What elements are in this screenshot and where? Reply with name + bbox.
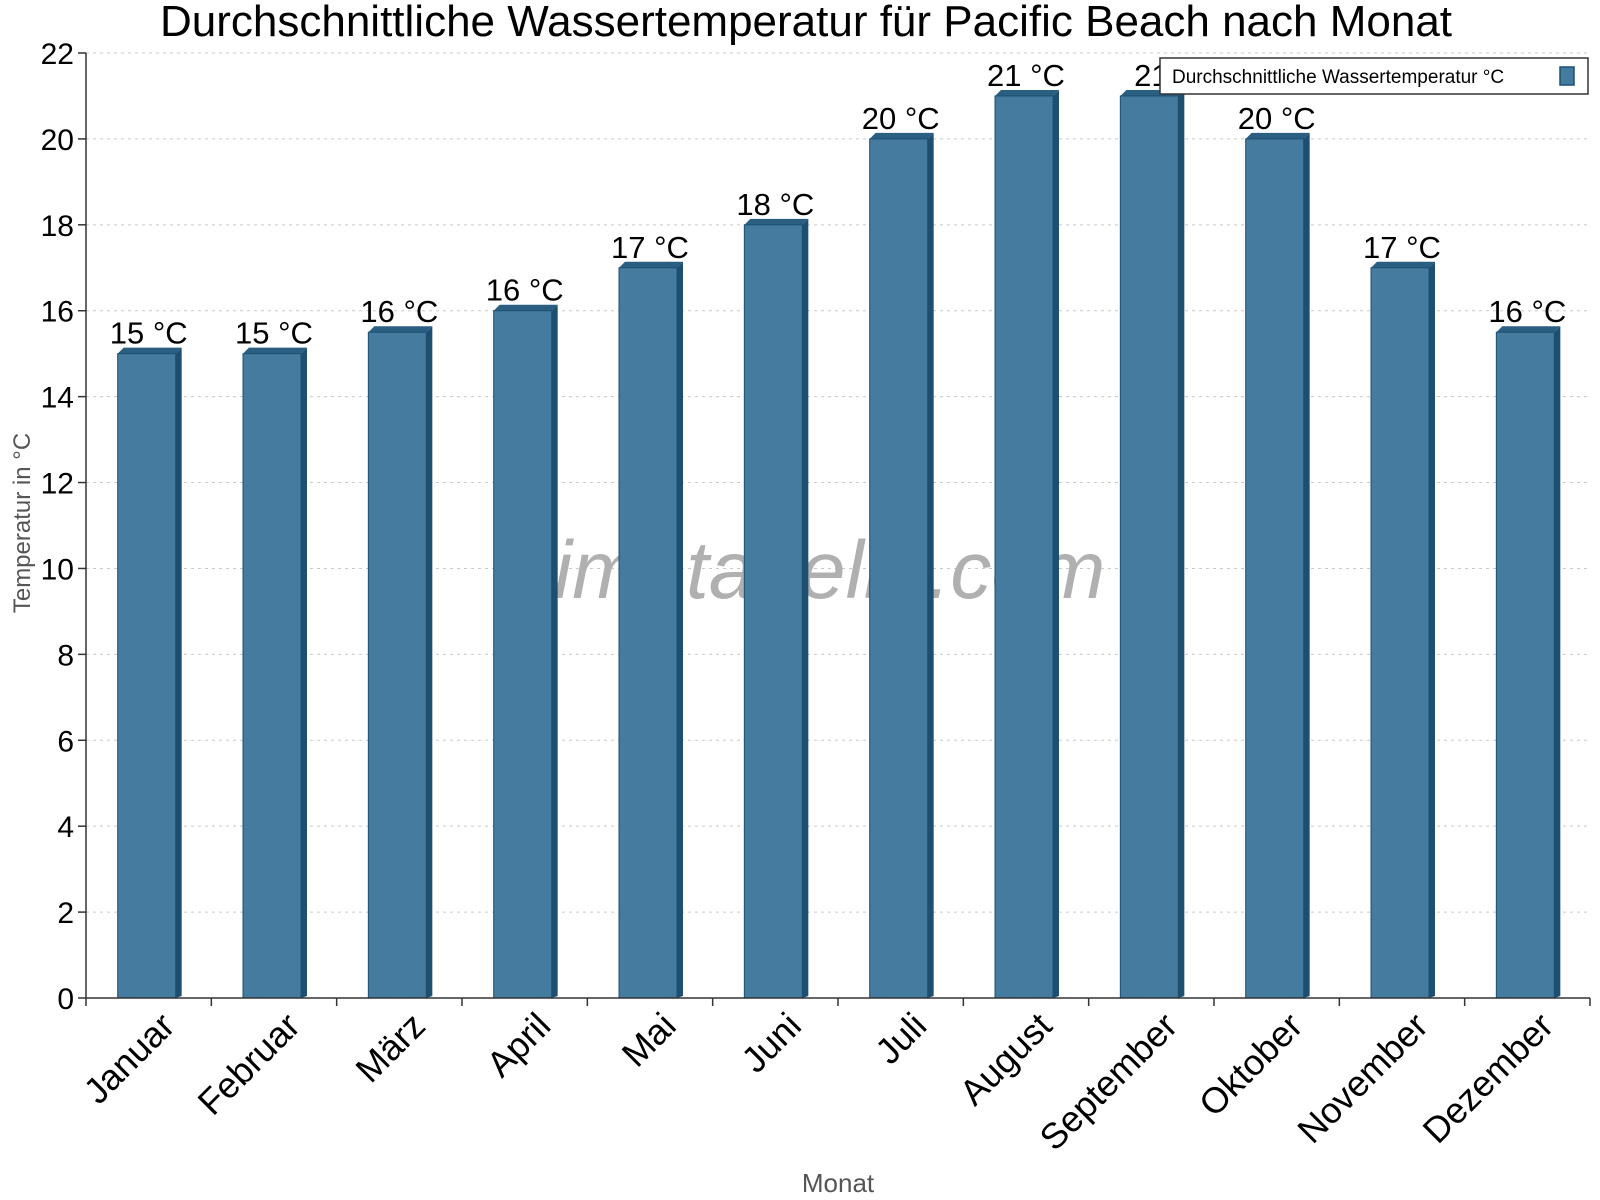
bar-top	[117, 347, 182, 354]
x-tick-label: Juli	[867, 1005, 934, 1072]
x-tick-label: Mai	[614, 1005, 684, 1075]
bar-front	[493, 310, 553, 999]
y-tick-label: 8	[57, 639, 74, 672]
x-tick-label: September	[1031, 1005, 1185, 1159]
x-tick-label: Juni	[733, 1005, 809, 1081]
bar	[618, 261, 683, 999]
legend-label: Durchschnittliche Wassertemperatur °C	[1172, 67, 1504, 88]
x-tick-label: November	[1289, 1005, 1435, 1151]
bar-front	[994, 95, 1054, 999]
data-label: 18 °C	[736, 187, 814, 222]
bar-side	[677, 261, 683, 999]
bar	[1245, 132, 1310, 999]
data-label: 16 °C	[1488, 294, 1566, 329]
bar-side	[301, 347, 307, 998]
bar-front	[618, 267, 678, 999]
x-axis-title: Monat	[802, 1168, 875, 1198]
bar-side	[1554, 326, 1561, 998]
y-tick-label: 0	[57, 983, 74, 1016]
x-tick-label: Dezember	[1415, 1005, 1561, 1151]
data-label: 17 °C	[611, 230, 689, 265]
data-label: 15 °C	[110, 316, 188, 351]
chart-title: Durchschnittliche Wassertemperatur für P…	[160, 0, 1452, 46]
bar-top	[869, 132, 934, 139]
bar-front	[743, 224, 803, 999]
bar-top	[1371, 261, 1435, 268]
bar-side	[175, 347, 182, 998]
bar	[869, 132, 934, 999]
bar-side	[1178, 89, 1185, 999]
data-label: 16 °C	[360, 294, 438, 329]
bar-top	[243, 347, 307, 354]
data-label: 20 °C	[862, 101, 940, 136]
x-tick-label: Oktober	[1191, 1005, 1311, 1125]
bar	[1495, 326, 1561, 999]
bar-front	[1370, 267, 1430, 999]
bar	[743, 218, 809, 999]
grid-lines	[86, 52, 1590, 913]
bar-front	[869, 138, 929, 999]
y-tick-label: 22	[41, 38, 74, 71]
bar	[1370, 261, 1435, 999]
bar-front	[1245, 138, 1305, 999]
legend-box	[1159, 57, 1589, 95]
bar-top	[619, 261, 683, 268]
bar-top	[493, 304, 558, 311]
legend: Durchschnittliche Wassertemperatur °C	[1159, 57, 1589, 95]
y-tick-label: 18	[41, 210, 74, 243]
bar	[1119, 89, 1185, 999]
data-label: 15 °C	[235, 316, 313, 351]
bar-top	[368, 326, 433, 333]
data-label: 20 °C	[1238, 101, 1316, 136]
bar	[493, 304, 558, 999]
data-labels: 15 °C 15 °C 16 °C 16 °C 17 °C 18 °C 20 °C 21 °C…	[110, 58, 1567, 351]
bar	[994, 89, 1059, 999]
y-axis-title: Temperatur in °C	[9, 433, 36, 613]
y-tick-label: 14	[41, 382, 74, 415]
bar-top	[995, 89, 1059, 96]
bar-top	[1245, 132, 1310, 139]
x-tick-label: Februar	[190, 1005, 308, 1123]
legend-swatch	[1559, 66, 1575, 86]
bar-side	[1429, 261, 1435, 999]
bar-front	[1119, 95, 1179, 999]
x-tick-label: April	[478, 1005, 558, 1085]
bar-side	[1053, 89, 1059, 999]
data-label: 17 °C	[1363, 230, 1441, 265]
bar-side	[426, 326, 433, 998]
bar-side	[1303, 132, 1310, 999]
bar	[367, 326, 433, 999]
bars	[117, 89, 1561, 999]
bar-side	[927, 132, 934, 999]
bar-front	[1495, 331, 1555, 999]
bar-top	[1496, 326, 1561, 333]
data-label: 16 °C	[486, 273, 564, 308]
x-tick-label: März	[347, 1005, 433, 1091]
bar	[117, 347, 182, 999]
y-tick-label: 4	[57, 811, 74, 844]
bar	[242, 347, 307, 999]
bar-side	[802, 218, 809, 998]
x-tick-label: Januar	[75, 1005, 182, 1112]
y-tick-label: 16	[41, 296, 74, 329]
y-tick-label: 20	[41, 124, 74, 157]
data-label: 21 °C	[987, 58, 1065, 93]
x-tick-label: August	[951, 1005, 1059, 1113]
y-tick-label: 2	[57, 897, 74, 930]
bar-top	[744, 218, 809, 225]
bar-front	[117, 353, 177, 999]
y-tick-label: 6	[57, 725, 74, 758]
bar-front	[242, 353, 302, 999]
y-tick-label: 10	[41, 553, 74, 586]
bar-side	[551, 304, 558, 998]
bar-front	[367, 331, 427, 999]
y-tick-label: 12	[41, 468, 74, 501]
